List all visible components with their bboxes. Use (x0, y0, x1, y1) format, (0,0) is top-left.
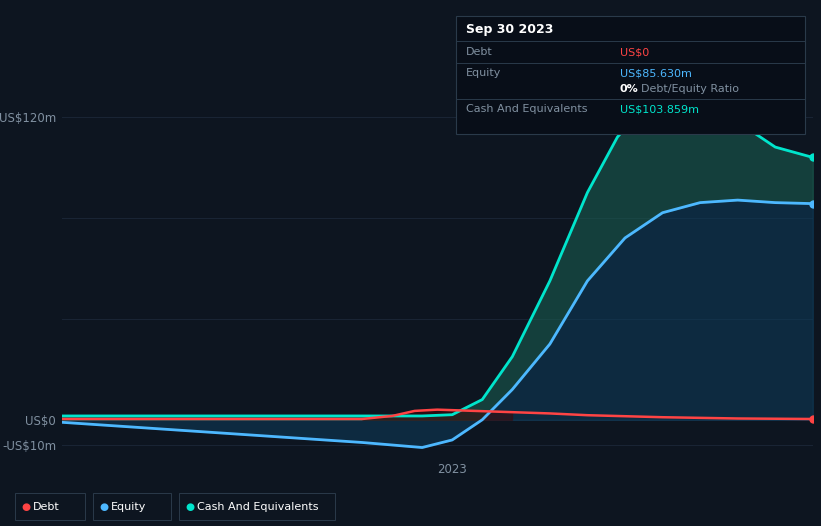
Text: Equity: Equity (111, 501, 146, 512)
Text: Debt/Equity Ratio: Debt/Equity Ratio (641, 84, 739, 94)
Text: ●: ● (21, 501, 30, 512)
Text: Sep 30 2023: Sep 30 2023 (466, 23, 553, 36)
Text: US$85.630m: US$85.630m (620, 68, 692, 78)
Text: 0%: 0% (620, 84, 639, 94)
Text: US$0: US$0 (620, 47, 649, 57)
Text: ●: ● (186, 501, 195, 512)
Text: ●: ● (99, 501, 108, 512)
Text: Debt: Debt (466, 47, 493, 57)
Text: Debt: Debt (33, 501, 60, 512)
Text: Cash And Equivalents: Cash And Equivalents (197, 501, 319, 512)
Text: Equity: Equity (466, 68, 502, 78)
Text: US$103.859m: US$103.859m (620, 104, 699, 114)
Text: Cash And Equivalents: Cash And Equivalents (466, 104, 588, 114)
